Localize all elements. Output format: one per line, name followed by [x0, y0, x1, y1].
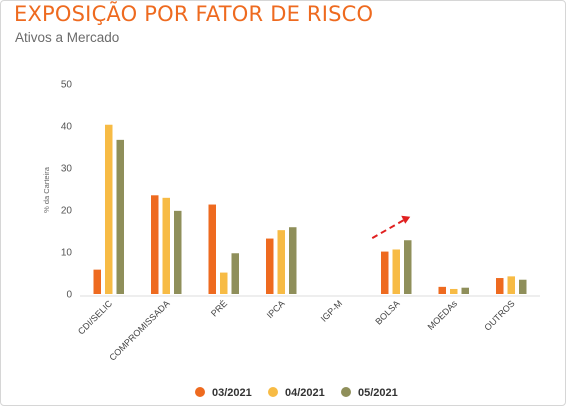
bar-04-2021-5 — [392, 249, 400, 294]
bar-03-2021-5 — [381, 251, 389, 294]
legend-label: 04/2021 — [285, 387, 325, 399]
bar-05-2021-6 — [461, 287, 469, 294]
y-tick-label: 10 — [61, 248, 73, 259]
chart-title: EXPOSIÇÃO POR FATOR DE RISCO — [14, 2, 374, 26]
y-tick-label: 50 — [61, 80, 73, 91]
legend-marker-04-2021 — [268, 387, 278, 397]
legend-label: 03/2021 — [212, 387, 252, 399]
bar-05-2021-2 — [231, 253, 239, 294]
bar-03-2021-1 — [151, 195, 159, 294]
legend-marker-03-2021 — [195, 387, 205, 397]
bar-04-2021-1 — [162, 197, 170, 294]
x-tick-label: IPCA — [265, 298, 287, 320]
y-tick-label: 40 — [61, 122, 73, 133]
bar-05-2021-7 — [519, 279, 527, 294]
bar-03-2021-6 — [438, 286, 446, 294]
bar-04-2021-0 — [105, 124, 113, 295]
bar-05-2021-5 — [404, 240, 412, 294]
bar-04-2021-7 — [507, 276, 515, 294]
x-tick-label: PRÉ — [209, 298, 229, 318]
bar-03-2021-2 — [208, 204, 216, 294]
bar-05-2021-1 — [174, 210, 182, 294]
legend-marker-05-2021 — [341, 387, 351, 397]
bar-03-2021-7 — [496, 278, 504, 294]
x-tick-label: CDI/SELIC — [76, 298, 115, 337]
chart-subtitle: Ativos a Mercado — [15, 30, 120, 45]
bar-03-2021-3 — [266, 238, 274, 294]
y-tick-label: 30 — [61, 164, 73, 175]
trend-arrow-head — [401, 215, 411, 224]
bar-04-2021-6 — [450, 288, 458, 294]
x-tick-label: MOEDAs — [426, 298, 460, 332]
bar-05-2021-0 — [116, 139, 124, 294]
x-tick-label: IGP-M — [319, 298, 344, 323]
bar-04-2021-3 — [277, 230, 285, 294]
y-tick-label: 20 — [61, 206, 73, 217]
bar-03-2021-0 — [93, 269, 101, 294]
x-tick-label: COMPROMISSADA — [107, 298, 171, 362]
y-axis-label: % da Carteira — [42, 166, 51, 213]
x-tick-label: BOLSA — [373, 298, 401, 326]
trend-arrow-line — [371, 218, 406, 240]
x-tick-label: OUTROS — [482, 298, 516, 332]
bar-04-2021-2 — [220, 272, 228, 294]
bar-05-2021-3 — [289, 227, 297, 294]
y-tick-label: 0 — [66, 290, 72, 301]
legend-label: 05/2021 — [358, 387, 398, 399]
